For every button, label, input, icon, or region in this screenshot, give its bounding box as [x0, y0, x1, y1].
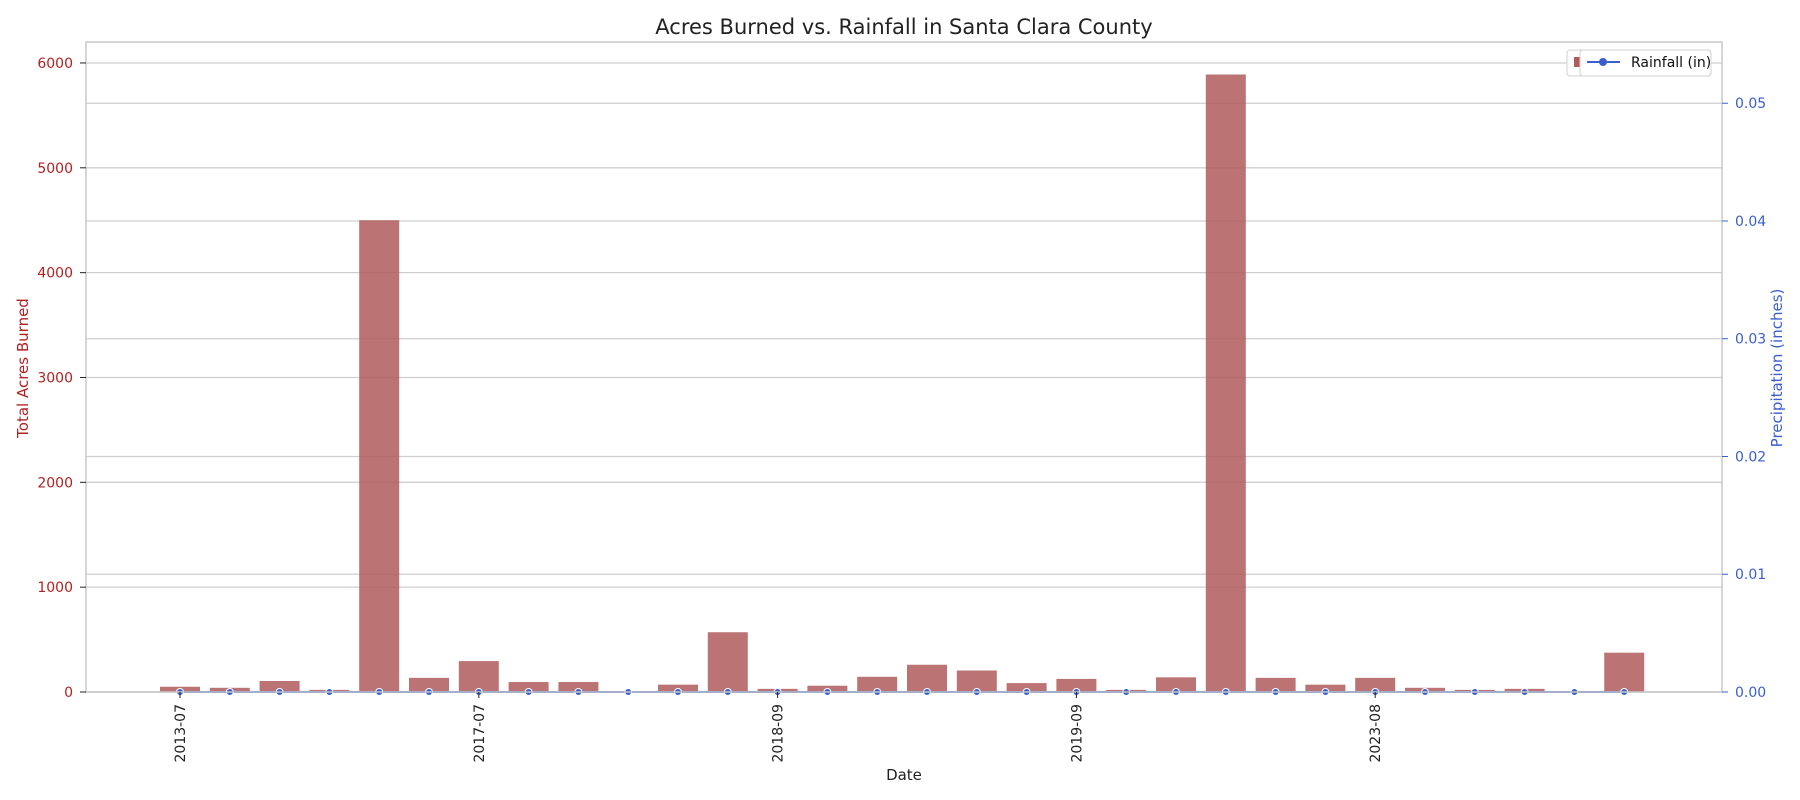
- legend-marker-icon: [1599, 58, 1607, 66]
- right-axis-ticks: 0.00 0.01 0.02 0.03 0.04 0.05: [1722, 96, 1766, 701]
- legend: Rainfall (in): [1566, 49, 1712, 77]
- right-gridlines: [86, 102, 1722, 693]
- bar: [359, 220, 400, 692]
- tick-label-left: 2000: [37, 475, 73, 491]
- tick-label-x: 2013-07: [173, 704, 189, 763]
- tick-label-x: 2019-09: [1069, 704, 1085, 763]
- bar: [907, 664, 947, 692]
- bar: [1006, 683, 1047, 692]
- bar: [259, 680, 300, 692]
- tick-label-left: 6000: [37, 56, 73, 72]
- tick-label-x: 2018-09: [771, 704, 787, 763]
- chart-title: Acres Burned vs. Rainfall in Santa Clara…: [655, 15, 1152, 39]
- tick-label-left: 1000: [37, 580, 73, 596]
- tick-label-right: 0.05: [1735, 96, 1766, 112]
- x-axis-label: Date: [886, 766, 922, 784]
- left-axis-ticks: 0 1000 2000 3000 4000 5000 6000: [37, 56, 86, 701]
- right-axis-label: Precipitation (inches): [1768, 289, 1786, 448]
- tick-label-right: 0.02: [1735, 449, 1766, 465]
- bar: [508, 682, 549, 692]
- tick-label-left: 5000: [37, 161, 73, 177]
- left-axis-label: Total Acres Burned: [14, 298, 32, 439]
- legend-box: [1579, 49, 1712, 77]
- legend-label-rainfall: Rainfall (in): [1631, 55, 1711, 71]
- tick-label-left: 3000: [37, 370, 73, 386]
- bar: [1205, 74, 1246, 692]
- tick-label-right: 0.04: [1735, 214, 1766, 230]
- tick-label-right: 0.00: [1735, 685, 1766, 701]
- bar-series-acres: [160, 74, 1645, 692]
- bar: [1355, 677, 1396, 692]
- bar: [956, 670, 997, 692]
- tick-label-right: 0.01: [1735, 567, 1766, 583]
- left-gridlines: [86, 62, 1722, 693]
- bar: [1056, 678, 1097, 692]
- legend-bar-swatch: [1574, 57, 1584, 67]
- tick-label-left: 0: [64, 685, 73, 701]
- bar: [1156, 677, 1196, 692]
- bar: [558, 682, 599, 692]
- tick-label-right: 0.03: [1735, 332, 1766, 348]
- tick-label-x: 2023-08: [1368, 704, 1384, 763]
- x-axis-ticks: 2013-07 2017-07 2018-09 2019-09 2023-08: [173, 692, 1384, 763]
- plot-frame: [85, 41, 1723, 693]
- bar: [1604, 652, 1645, 692]
- bar: [409, 677, 449, 692]
- bar: [458, 661, 499, 692]
- tick-label-left: 4000: [37, 266, 73, 282]
- bar: [857, 676, 898, 692]
- bar: [707, 632, 748, 692]
- bar: [1255, 677, 1296, 692]
- tick-label-x: 2017-07: [472, 704, 488, 763]
